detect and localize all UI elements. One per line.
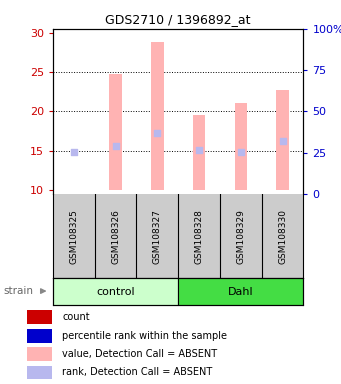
Bar	[151, 42, 164, 190]
Text: GSM108330: GSM108330	[278, 209, 287, 264]
Text: Dahl: Dahl	[228, 287, 254, 297]
Text: GSM108329: GSM108329	[236, 209, 245, 263]
Text: strain: strain	[3, 286, 33, 296]
Point	[238, 149, 243, 155]
Bar	[27, 347, 52, 361]
Point	[196, 147, 202, 153]
Text: control: control	[96, 287, 135, 297]
Bar	[27, 329, 52, 343]
Bar	[53, 278, 178, 305]
Text: count: count	[62, 312, 90, 322]
Bar	[193, 115, 205, 190]
Text: value, Detection Call = ABSENT: value, Detection Call = ABSENT	[62, 349, 217, 359]
Title: GDS2710 / 1396892_at: GDS2710 / 1396892_at	[105, 13, 251, 26]
Bar	[235, 104, 247, 190]
Point	[71, 149, 76, 155]
Bar	[178, 278, 303, 305]
Bar	[109, 74, 122, 190]
Text: rank, Detection Call = ABSENT: rank, Detection Call = ABSENT	[62, 367, 212, 377]
Text: GSM108325: GSM108325	[69, 209, 78, 263]
Text: percentile rank within the sample: percentile rank within the sample	[62, 331, 227, 341]
Bar	[27, 310, 52, 324]
Point	[154, 130, 160, 136]
Text: GSM108327: GSM108327	[153, 209, 162, 263]
Point	[113, 143, 118, 149]
Bar	[27, 366, 52, 379]
Text: GSM108326: GSM108326	[111, 209, 120, 263]
Point	[280, 138, 285, 144]
Bar	[276, 90, 289, 190]
Text: GSM108328: GSM108328	[195, 209, 204, 263]
